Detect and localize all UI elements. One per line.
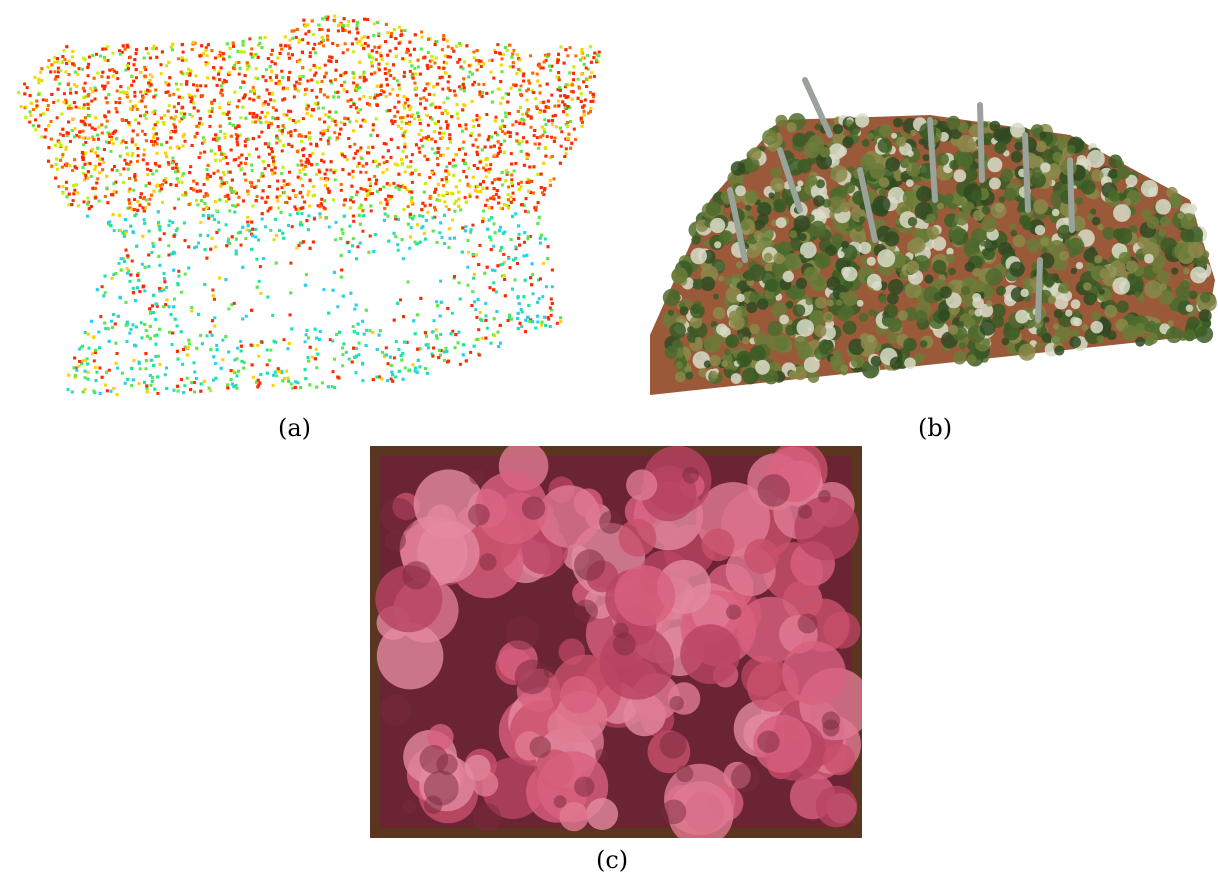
infrared-canopy-image [370,446,862,838]
panel-c-infrared-image [370,446,862,838]
point-cloud-b [630,60,1218,405]
panel-a-height-point-cloud [0,0,620,405]
panel-b-rgb-point-cloud [630,60,1218,405]
caption-c: (c) [596,846,628,874]
caption-a: (a) [278,414,311,442]
caption-b: (b) [918,414,952,442]
point-cloud-a [0,0,620,405]
